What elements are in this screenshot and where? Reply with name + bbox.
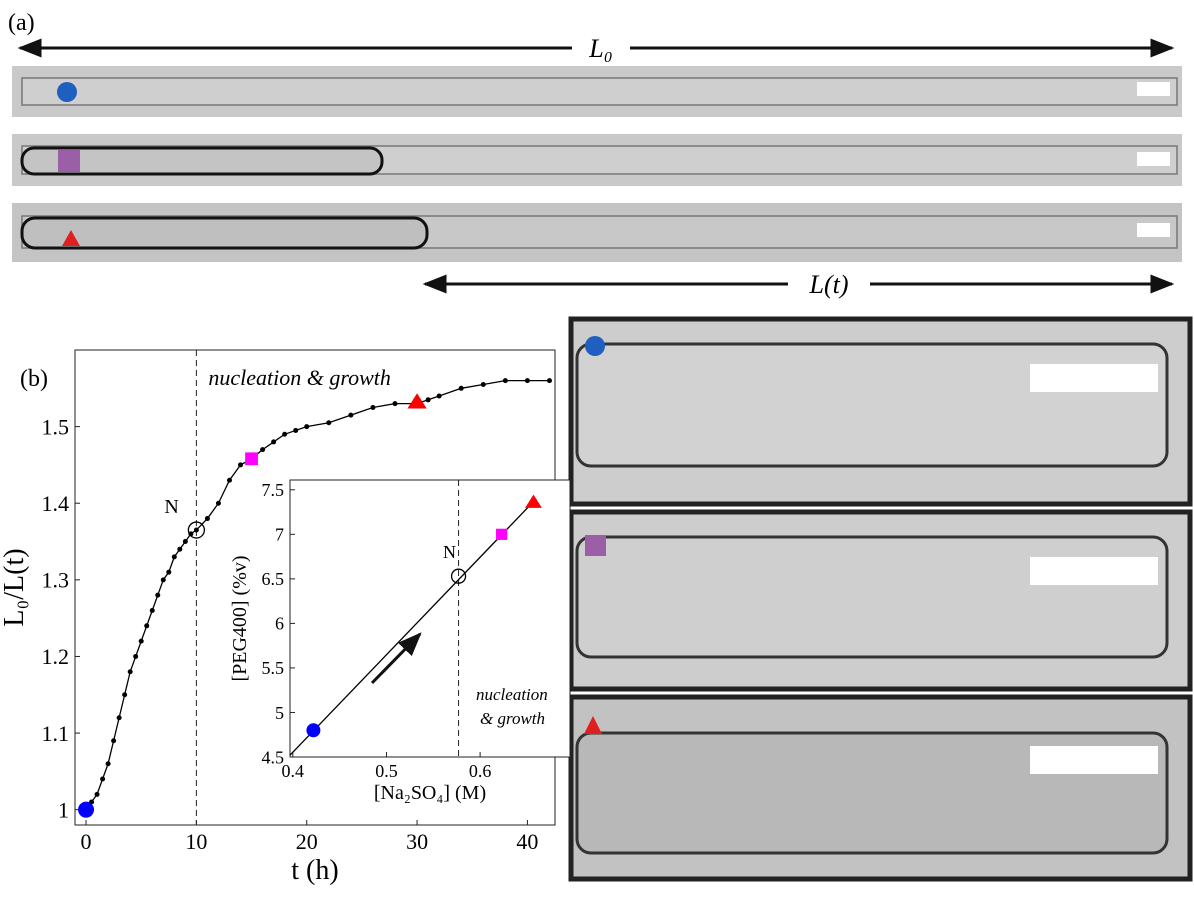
panel-label: (b) — [20, 366, 48, 392]
point — [546, 378, 552, 384]
marker — [245, 452, 258, 466]
point — [127, 669, 133, 675]
point — [436, 393, 442, 399]
point — [155, 592, 161, 598]
length-label: L₀ — [588, 34, 613, 63]
point — [100, 776, 106, 782]
y-tick-label: 6.5 — [262, 569, 285, 589]
point — [177, 546, 183, 552]
point — [293, 427, 299, 433]
point — [133, 653, 139, 659]
y-tick-label: 7.5 — [262, 480, 285, 500]
marker — [450, 568, 467, 584]
x-tick-label: 30 — [406, 829, 428, 854]
marker — [525, 494, 542, 508]
point — [326, 420, 332, 426]
y-tick-label: 5 — [275, 703, 284, 723]
x-tick-label: 0.4 — [282, 761, 305, 781]
plot-area — [289, 479, 571, 758]
y-axis-label: L₀/L(t) — [0, 548, 30, 626]
x-tick-label: 0.5 — [375, 761, 398, 781]
point — [480, 381, 486, 387]
micrograph-panels — [568, 316, 1193, 882]
point — [171, 554, 177, 560]
micrograph-strips — [12, 66, 1182, 262]
y-tick-label: 5.5 — [262, 658, 285, 678]
point — [304, 424, 310, 430]
point — [111, 738, 117, 744]
point — [348, 412, 354, 418]
y-tick-label: 1.3 — [42, 568, 70, 593]
y-tick-label: 1.1 — [42, 721, 70, 746]
panel-label: (a) — [8, 10, 35, 36]
point — [94, 791, 100, 797]
point — [122, 692, 128, 698]
length-label: L(t) — [809, 270, 849, 299]
marker — [78, 801, 95, 818]
point — [204, 516, 210, 522]
point — [193, 527, 199, 533]
y-tick-label: 1.2 — [42, 644, 70, 669]
y-tick-label: 1 — [58, 797, 69, 822]
point — [425, 397, 431, 403]
point — [182, 539, 188, 545]
y-tick-label: 1.4 — [42, 491, 70, 516]
x-tick-label: 40 — [516, 829, 538, 854]
marker — [407, 393, 427, 409]
point — [458, 385, 464, 391]
y-tick-label: 1.5 — [42, 414, 70, 439]
x-tick-label: 0 — [81, 829, 92, 854]
point — [502, 378, 508, 384]
y-tick-label: 6 — [275, 614, 284, 634]
x-tick-label: 0.6 — [469, 761, 492, 781]
point — [138, 638, 144, 644]
point — [116, 715, 122, 721]
x-tick-label: 10 — [185, 829, 207, 854]
annotation: nucleation & growth — [208, 365, 391, 390]
point — [149, 607, 155, 613]
point — [226, 477, 232, 483]
y-tick-label: 4.5 — [262, 747, 285, 767]
x-axis-label: [Na₂SO₄] (M) — [374, 782, 486, 804]
point — [105, 761, 111, 767]
point — [260, 447, 266, 453]
point — [524, 378, 530, 384]
annotation: N — [443, 542, 456, 562]
point — [238, 462, 244, 468]
annotation: N — [164, 496, 178, 518]
marker — [496, 528, 508, 540]
y-axis-label: [PEG400] (%v) — [229, 555, 251, 681]
arrow — [370, 632, 422, 685]
point — [144, 623, 150, 629]
point — [271, 439, 277, 445]
x-axis-label: t (h) — [291, 855, 338, 886]
marker — [187, 521, 206, 539]
point — [282, 431, 288, 437]
point — [392, 401, 398, 407]
point — [160, 577, 166, 583]
x-tick-label: 20 — [296, 829, 318, 854]
marker — [306, 723, 321, 738]
annotation: & growth — [480, 709, 545, 728]
y-tick-label: 7 — [275, 525, 284, 545]
line — [289, 498, 537, 756]
point — [370, 404, 376, 410]
point — [215, 500, 221, 506]
point — [166, 569, 172, 575]
annotation: nucleation — [476, 685, 548, 704]
